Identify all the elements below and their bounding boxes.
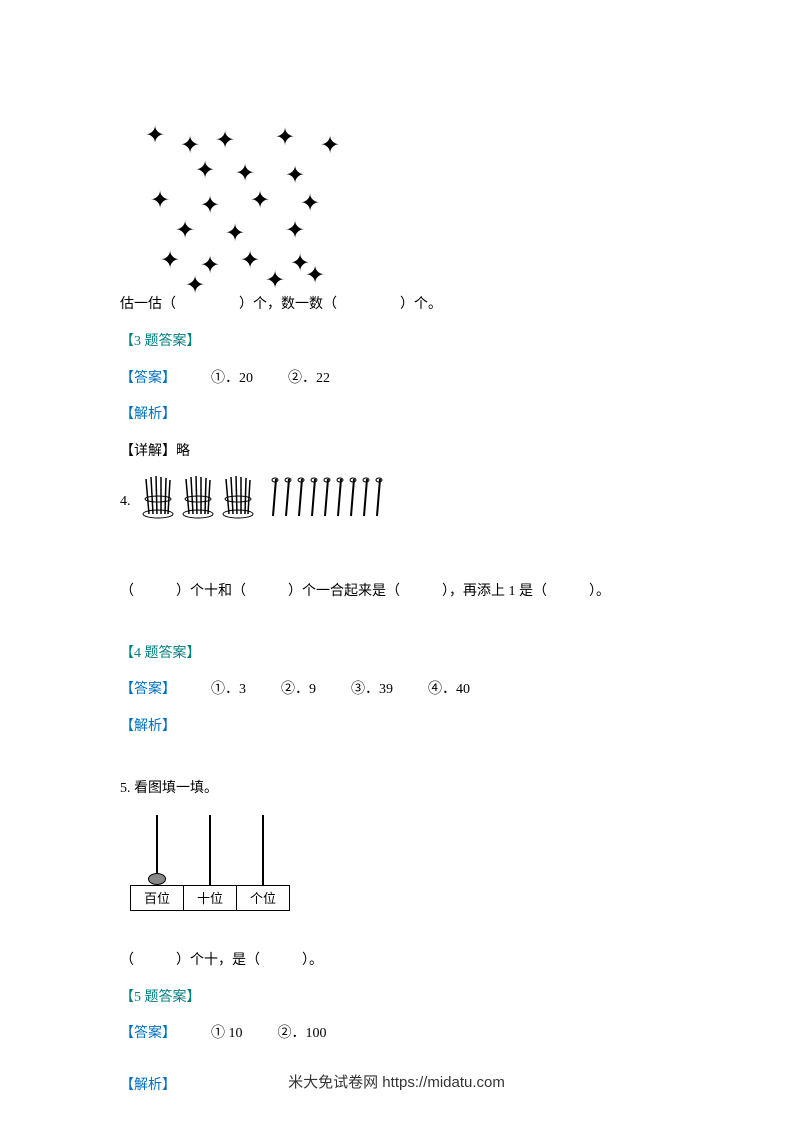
sticks-figure (141, 474, 391, 532)
q5-answer-header: 【5 题答案】 (120, 983, 673, 1014)
q3-analysis-label: 【解析】 (120, 400, 673, 431)
abacus-hundred-label: 百位 (131, 886, 184, 910)
q5-number: 5. (120, 781, 131, 796)
stars-figure: ✦ ✦ ✦ ✦ ✦ ✦ ✦ ✦ ✦ ✦ ✦ ✦ ✦ ✦ ✦ ✦ ✦ ✦ ✦ ✦ … (130, 100, 350, 270)
q3-detail: 【详解】略 (120, 437, 673, 468)
q3-answer-label: 【答案】 (120, 371, 176, 386)
abacus-ten-label: 十位 (184, 886, 237, 910)
q4-number: 4. (120, 487, 131, 518)
abacus-one-label: 个位 (237, 886, 289, 910)
q4-prompt: （ ）个十和（ ）个一合起来是（ ），再添上 1 是（ ）。 (120, 577, 673, 608)
q4-answer-label: 【答案】 (120, 682, 176, 697)
abacus-figure: 百位 十位 个位 (130, 815, 290, 911)
q5-answer-line: 【答案】 ① 10 ②．100 (120, 1019, 673, 1050)
q5-title: 看图填一填。 (134, 781, 218, 796)
q5-title-line: 5. 看图填一填。 (120, 774, 673, 805)
page-footer: 米大免试卷网 https://midatu.com (0, 1071, 793, 1092)
q4-row: 4. (120, 474, 673, 532)
q3-answer-header: 【3 题答案】 (120, 327, 673, 358)
q3-prompt-text-1: 估一估（ (120, 297, 176, 312)
q5-ans2: ②．100 (278, 1026, 327, 1041)
q5-ans1: ① 10 (211, 1026, 243, 1041)
q4-answer-header: 【4 题答案】 (120, 639, 673, 670)
q3-ans2: ②．22 (288, 371, 330, 386)
q4-ans4: ④．40 (428, 682, 470, 697)
q4-ans2: ②．9 (281, 682, 316, 697)
q3-ans1: ①．20 (211, 371, 253, 386)
q4-ans3: ③．39 (351, 682, 393, 697)
q4-analysis-label: 【解析】 (120, 712, 673, 743)
q3-prompt-text-3: ）个。 (400, 297, 442, 312)
q5-answer-label: 【答案】 (120, 1026, 176, 1041)
q3-answer-line: 【答案】 ①．20 ②．22 (120, 364, 673, 395)
q4-ans1: ①．3 (211, 682, 246, 697)
q4-answer-line: 【答案】 ①．3 ②．9 ③．39 ④．40 (120, 675, 673, 706)
q5-prompt: （ ）个十，是（ ）。 (120, 946, 673, 977)
